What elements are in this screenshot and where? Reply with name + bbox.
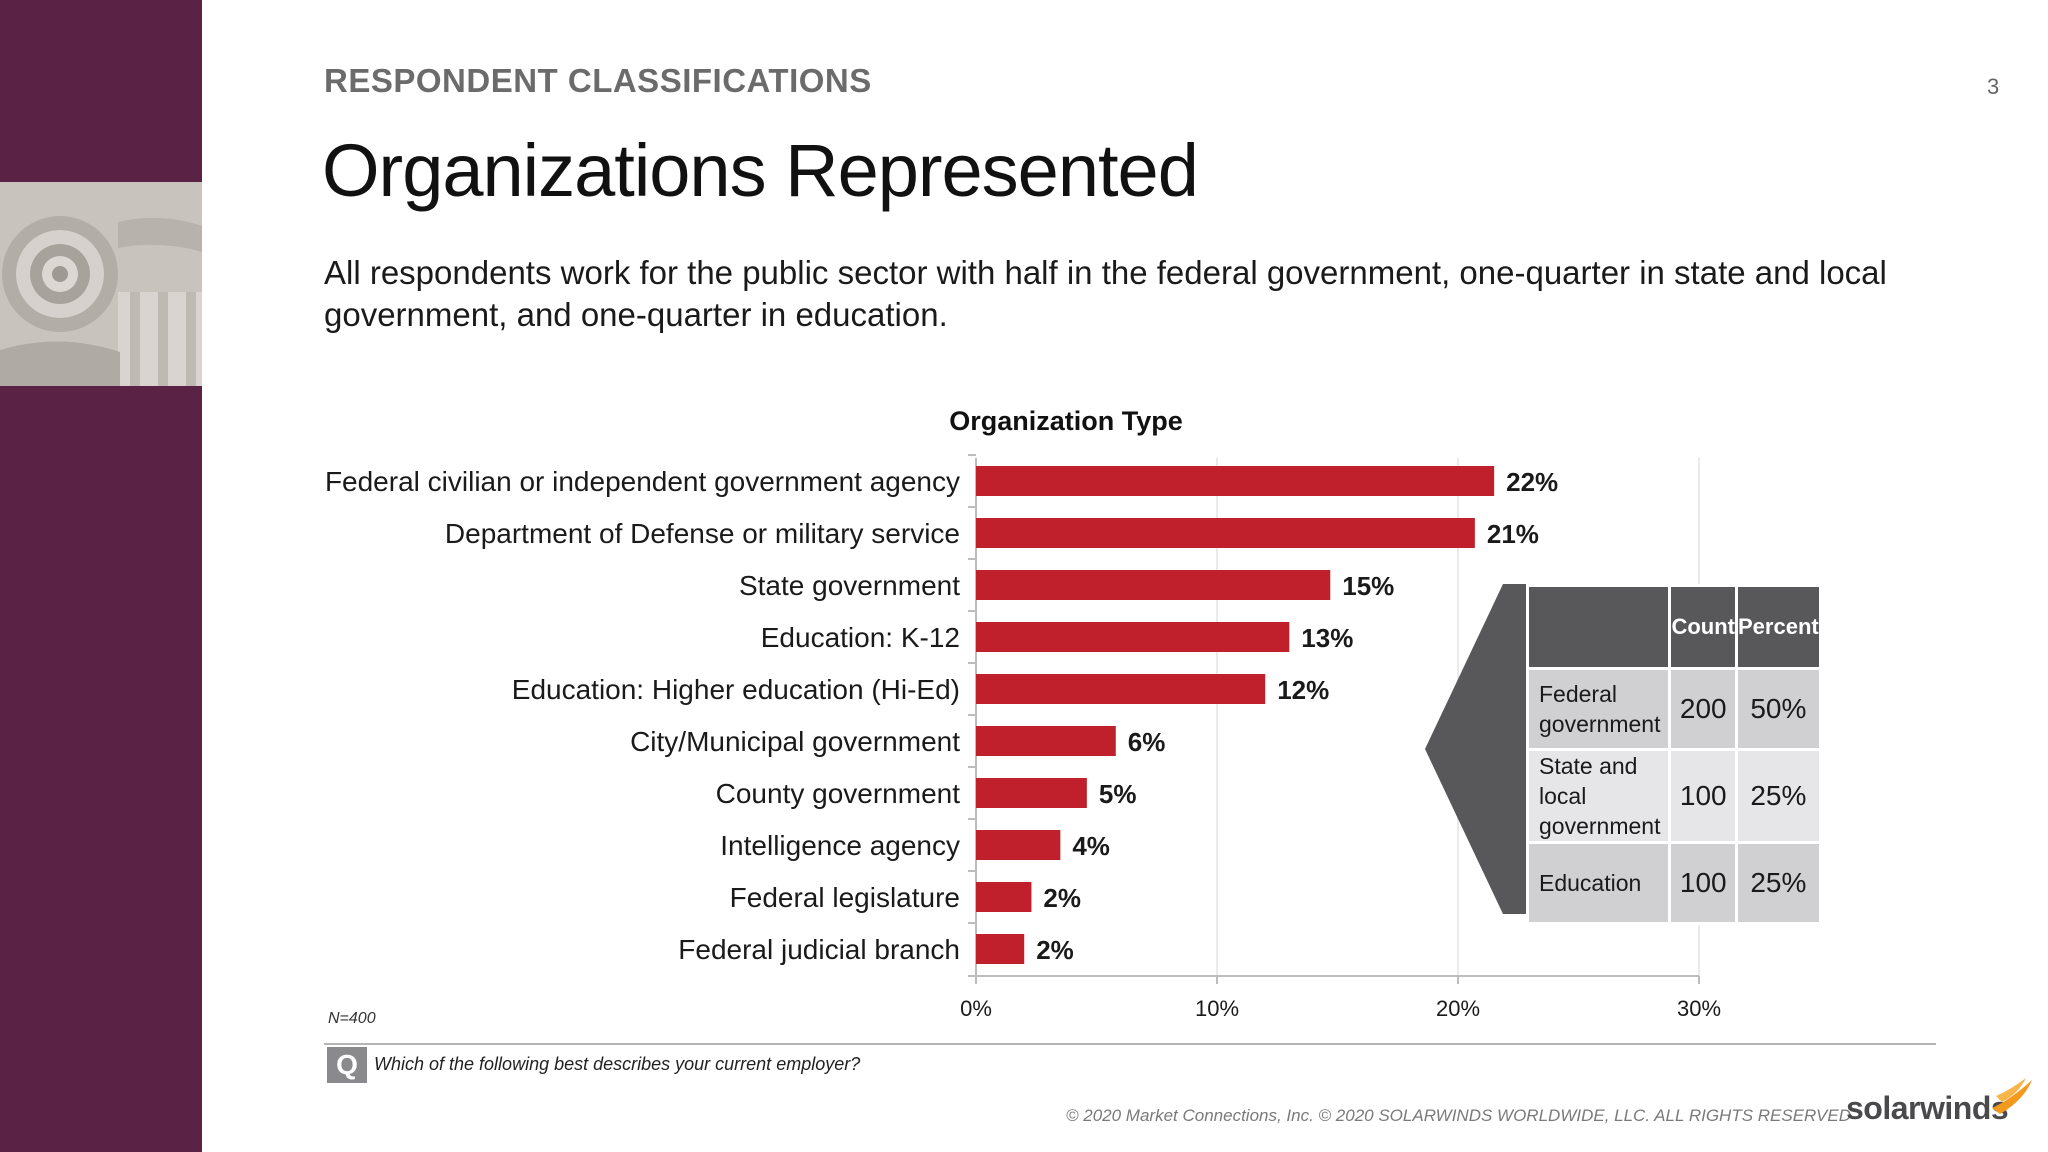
x-tick-label: 30%: [1677, 996, 1721, 1021]
question-icon: Q: [327, 1047, 367, 1083]
bar-value-label: 5%: [1099, 779, 1137, 809]
bar: [976, 882, 1032, 912]
summary-header-percent: Percent: [1735, 584, 1822, 670]
bar: [976, 518, 1475, 548]
bar-value-label: 2%: [1036, 935, 1074, 965]
category-label: City/Municipal government: [630, 726, 960, 757]
summary-row-percent: 25%: [1735, 748, 1822, 844]
summary-row-label: Federal government: [1525, 667, 1672, 751]
sidebar-band: [0, 0, 202, 1152]
bar: [976, 466, 1495, 496]
copyright-notice: © 2020 Market Connections, Inc. © 2020 S…: [1066, 1106, 1851, 1125]
organization-type-chart: Organization Type Federal civilian or ind…: [325, 406, 1721, 1021]
category-label: Federal legislature: [730, 882, 960, 913]
bar: [976, 674, 1266, 704]
solarwinds-flame-icon: [1992, 1078, 2032, 1114]
summary-row-count: 100: [1668, 841, 1738, 925]
summary-header-blank: [1525, 584, 1672, 670]
survey-question: Which of the following best describes yo…: [374, 1054, 861, 1074]
summary-row-count: 200: [1668, 667, 1738, 751]
footer-divider: [324, 1043, 1936, 1045]
x-tick-label: 20%: [1436, 996, 1480, 1021]
bar: [976, 622, 1290, 652]
category-label: State government: [739, 570, 960, 601]
category-label: Intelligence agency: [720, 830, 960, 861]
category-label: Education: K-12: [761, 622, 960, 653]
column-capital-photo: [0, 182, 202, 386]
page-title: Organizations Represented: [322, 129, 1199, 212]
chart-title: Organization Type: [949, 406, 1183, 436]
category-label: Department of Defense or military servic…: [445, 518, 960, 549]
summary-row-federal: Federal government 200 50%: [1525, 667, 1822, 751]
bar-value-label: 12%: [1277, 675, 1329, 705]
bar-value-label: 22%: [1506, 467, 1558, 497]
category-label: Education: Higher education (Hi-Ed): [512, 674, 960, 705]
column-capital-icon: [0, 182, 202, 386]
summary-row-count: 100: [1668, 748, 1738, 844]
summary-header-count: Count: [1668, 584, 1738, 670]
bar-value-label: 6%: [1128, 727, 1166, 757]
bar-value-label: 13%: [1301, 623, 1353, 653]
summary-row-percent: 25%: [1735, 841, 1822, 925]
bar-value-label: 21%: [1487, 519, 1539, 549]
summary-row-percent: 50%: [1735, 667, 1822, 751]
summary-header-row: Count Percent: [1525, 584, 1822, 670]
bar: [976, 778, 1087, 808]
bar-value-label: 2%: [1043, 883, 1081, 913]
sample-size-note: N=400: [328, 1010, 376, 1027]
category-label: Federal civilian or independent governme…: [325, 466, 960, 497]
section-label: RESPONDENT CLASSIFICATIONS: [324, 62, 872, 99]
summary-row-education: Education 100 25%: [1525, 841, 1822, 925]
bar: [976, 570, 1331, 600]
summary-row-label: Education: [1525, 841, 1672, 925]
summary-row-label: State and local government: [1525, 748, 1672, 844]
category-label: County government: [716, 778, 961, 809]
brand-logo-text: solarwinds: [1846, 1090, 2009, 1126]
summary-table: Count Percent Federal government 200 50%…: [1525, 584, 1822, 925]
bar: [976, 934, 1025, 964]
page-number: 3: [1987, 74, 2000, 99]
x-tick-label: 0%: [960, 996, 992, 1021]
callout-arrow-shape: [1425, 584, 1528, 914]
category-label: Federal judicial branch: [678, 934, 960, 965]
bar-value-label: 15%: [1342, 571, 1394, 601]
summary-row-state-local: State and local government 100 25%: [1525, 748, 1822, 844]
subtitle: All respondents work for the public sect…: [324, 254, 1887, 333]
bar: [976, 726, 1116, 756]
x-tick-label: 10%: [1195, 996, 1239, 1021]
bar-value-label: 4%: [1072, 831, 1110, 861]
bar: [976, 830, 1061, 860]
